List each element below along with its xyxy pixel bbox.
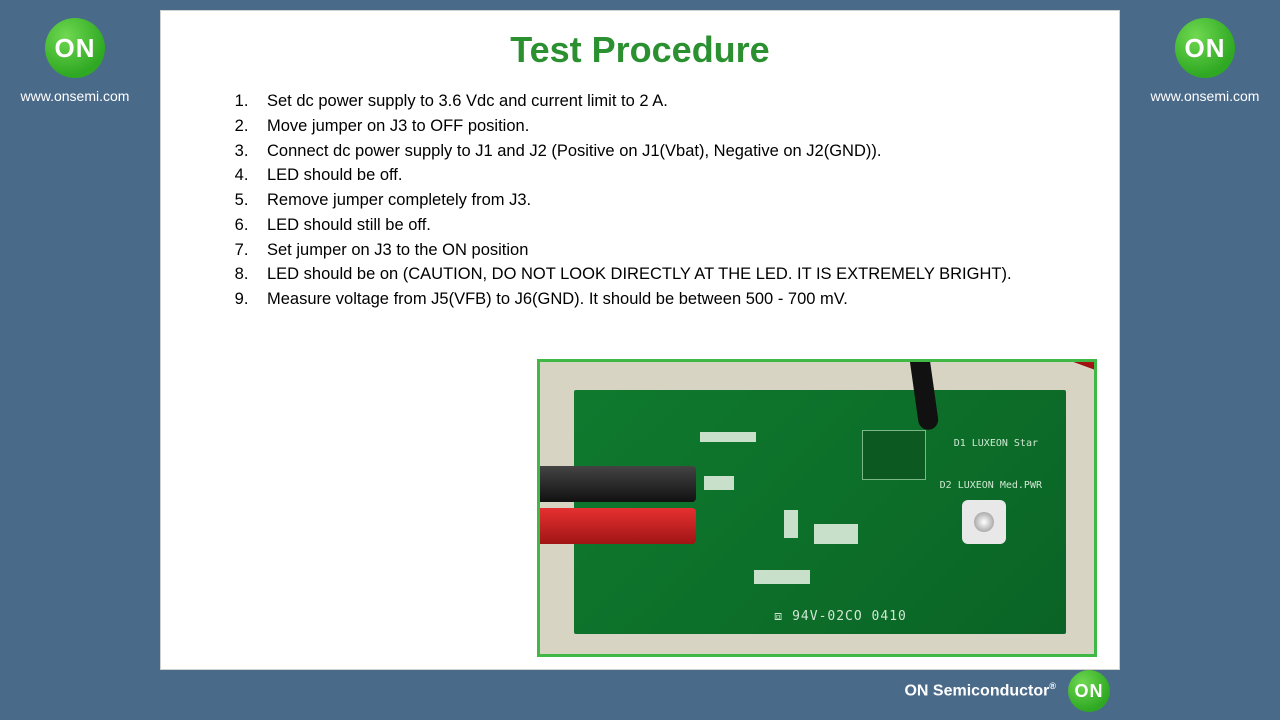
brand-url: www.onsemi.com <box>1140 88 1270 104</box>
slide-title: Test Procedure <box>191 29 1089 71</box>
procedure-list: Set dc power supply to 3.6 Vdc and curre… <box>191 89 1089 312</box>
footer-brand: ON Semiconductor® ON <box>904 670 1110 712</box>
silkscreen-d1: D1 LUXEON Star <box>954 438 1038 449</box>
procedure-step: Connect dc power supply to J1 and J2 (Po… <box>253 139 1089 164</box>
silkscreen-code: ⧈ 94V-02CO 0410 <box>774 609 907 624</box>
connector-black <box>537 466 696 502</box>
pcb-component <box>814 524 858 544</box>
on-logo-icon: ON <box>1068 670 1110 712</box>
footer-brand-text: ON Semiconductor® <box>904 681 1056 700</box>
brand-logo-right: ON www.onsemi.com <box>1140 18 1270 104</box>
procedure-step: LED should still be off. <box>253 213 1089 238</box>
probe-red <box>960 359 1097 375</box>
on-logo-icon: ON <box>45 18 105 78</box>
slide-card: Test Procedure Set dc power supply to 3.… <box>160 10 1120 670</box>
pcb-component <box>754 570 810 584</box>
procedure-step: Move jumper on J3 to OFF position. <box>253 114 1089 139</box>
procedure-step: LED should be off. <box>253 163 1089 188</box>
procedure-step: LED should be on (CAUTION, DO NOT LOOK D… <box>253 262 1089 287</box>
on-logo-icon: ON <box>1175 18 1235 78</box>
pcb-region <box>862 430 926 480</box>
connector-red <box>537 508 696 544</box>
brand-logo-left: ON www.onsemi.com <box>10 18 140 104</box>
pcb-component <box>700 432 756 442</box>
procedure-step: Measure voltage from J5(VFB) to J6(GND).… <box>253 287 1089 312</box>
brand-url: www.onsemi.com <box>10 88 140 104</box>
procedure-step: Set jumper on J3 to the ON position <box>253 238 1089 263</box>
silkscreen-d2: D2 LUXEON Med.PWR <box>940 480 1042 491</box>
board-photo: D1 LUXEON Star D2 LUXEON Med.PWR ⧈ 94V-0… <box>537 359 1097 657</box>
pcb-component <box>704 476 734 490</box>
pcb-component <box>784 510 798 538</box>
led-pad <box>962 500 1006 544</box>
procedure-step: Set dc power supply to 3.6 Vdc and curre… <box>253 89 1089 114</box>
procedure-step: Remove jumper completely from J3. <box>253 188 1089 213</box>
